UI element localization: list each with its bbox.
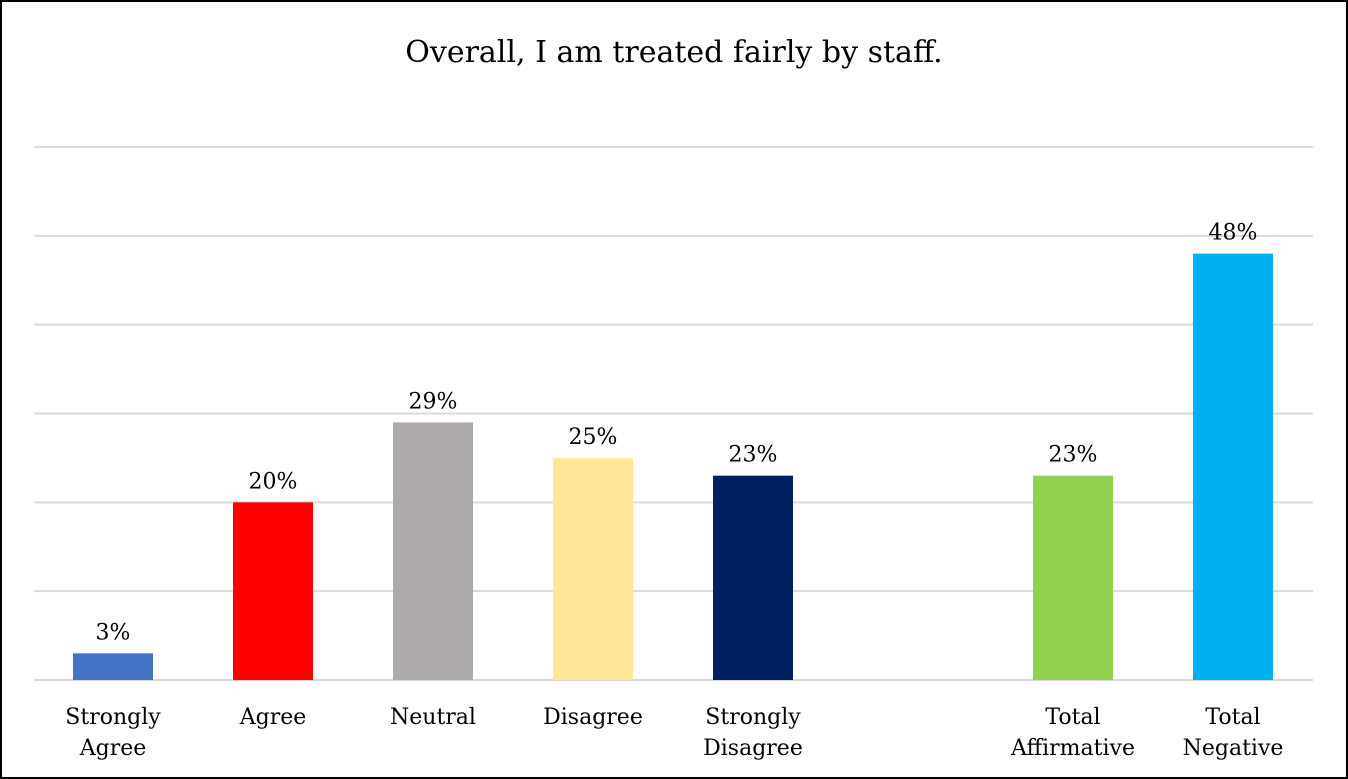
gridlines bbox=[34, 146, 1313, 681]
x-tick-label-line: Agree bbox=[239, 705, 307, 730]
bar-total-affirmative bbox=[1033, 475, 1113, 680]
data-label: 20% bbox=[249, 469, 298, 494]
x-tick-label: Disagree bbox=[543, 705, 643, 730]
x-tick-label-line: Neutral bbox=[390, 705, 476, 730]
x-tick-label-line: Total bbox=[1205, 705, 1260, 730]
x-tick-label-line: Agree bbox=[79, 736, 147, 761]
x-tick-label-line: Negative bbox=[1183, 736, 1284, 761]
x-tick-label-line: Disagree bbox=[703, 736, 803, 761]
data-label: 25% bbox=[569, 425, 618, 450]
x-tick-label: Neutral bbox=[390, 705, 476, 730]
bar-strongly-agree bbox=[73, 653, 153, 680]
x-tick-label: Total Affirmative bbox=[1010, 705, 1135, 761]
bar-agree bbox=[233, 502, 313, 680]
bar-strongly-disagree bbox=[713, 475, 793, 680]
bar-disagree bbox=[553, 457, 633, 680]
data-label: 23% bbox=[729, 443, 778, 468]
x-tick-label-line: Strongly bbox=[705, 705, 801, 730]
data-label: 29% bbox=[409, 389, 458, 414]
chart-title: Overall, I am treated fairly by staff. bbox=[405, 35, 942, 70]
x-tick-label: Strongly Agree bbox=[65, 705, 161, 761]
x-tick-label: Total Negative bbox=[1183, 705, 1284, 761]
x-tick-label: Agree bbox=[239, 705, 307, 730]
data-label: 3% bbox=[96, 620, 131, 645]
bar-neutral bbox=[393, 422, 473, 680]
x-tick-label-line: Strongly bbox=[65, 705, 161, 730]
bar-total-negative bbox=[1193, 253, 1273, 680]
x-tick-label-line: Total bbox=[1045, 705, 1100, 730]
data-label: 23% bbox=[1049, 443, 1098, 468]
x-tick-label-line: Affirmative bbox=[1010, 736, 1135, 761]
bars bbox=[73, 253, 1273, 680]
data-label: 48% bbox=[1209, 221, 1258, 246]
x-tick-label: Strongly Disagree bbox=[703, 705, 803, 761]
data-labels: 3% 20% 29% 25% 23% 23% 48% bbox=[96, 221, 1258, 646]
x-tick-label-line: Disagree bbox=[543, 705, 643, 730]
